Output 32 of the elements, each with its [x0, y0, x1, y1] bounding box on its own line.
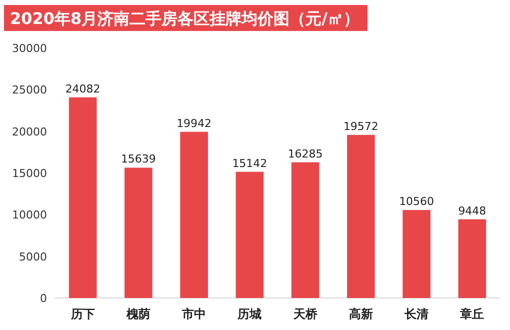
y-tick-label: 0: [40, 292, 47, 305]
y-tick-label: 25000: [12, 84, 47, 97]
bar: [124, 168, 152, 298]
bar: [458, 219, 486, 298]
x-tick-label: 槐荫: [125, 307, 150, 321]
x-tick-label: 市中: [181, 307, 206, 321]
x-tick-label: 章丘: [459, 307, 484, 321]
x-tick-label: 长清: [404, 307, 429, 321]
x-tick-label: 天桥: [292, 307, 318, 321]
data-label: 9448: [458, 204, 486, 218]
x-tick-label: 高新: [348, 307, 373, 321]
bar: [68, 97, 97, 298]
bar: [402, 210, 430, 298]
data-label: 24082: [65, 82, 100, 96]
data-label: 15142: [232, 156, 268, 170]
y-tick-label: 10000: [12, 208, 47, 222]
bar: [180, 132, 208, 298]
data-label: 19942: [176, 116, 212, 130]
y-tick-label: 30000: [12, 42, 47, 55]
y-tick-label: 20000: [12, 125, 47, 138]
y-tick-label: 15000: [12, 167, 47, 180]
bar: [291, 162, 320, 298]
bar: [236, 172, 264, 298]
y-tick-label: 5000: [19, 250, 47, 264]
data-label: 10560: [399, 195, 434, 208]
x-tick-label: 历城: [236, 307, 262, 321]
x-tick-label: 历下: [70, 307, 95, 321]
bar: [347, 134, 375, 298]
chart-title: 2020年8月济南二手房各区挂牌均价图（元/㎡）: [10, 9, 360, 28]
data-label: 15639: [120, 152, 156, 166]
data-label: 16285: [288, 147, 323, 160]
data-label: 19572: [343, 120, 378, 133]
